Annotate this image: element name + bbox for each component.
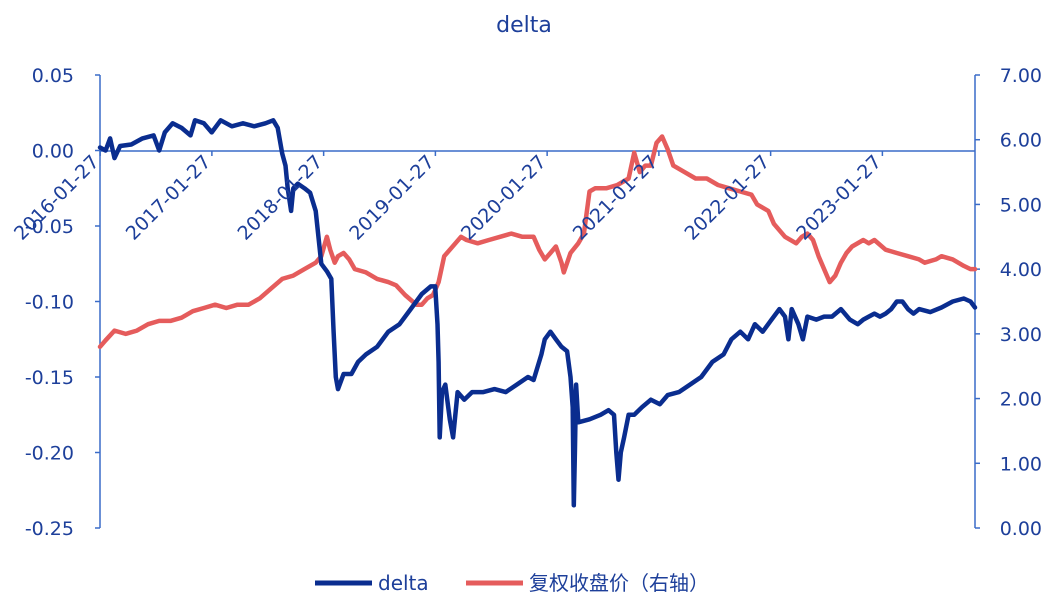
right-y-tick-label: 3.00 [1000,324,1042,346]
x-tick-label: 2022-01-27 [681,151,775,245]
right-y-tick-label: 5.00 [1000,194,1042,216]
right-y-tick-label: 2.00 [1000,389,1042,411]
right-y-tick-label: 0.00 [1000,518,1042,540]
axes-layer: 0.05 0.00 -0.05 -0.10 -0.15 -0.20 -0.25 7.00 6.0… [25,65,1042,540]
x-tick-label: 2020-01-27 [457,151,551,245]
legend: delta 复权收盘价（右轴） [315,571,709,595]
right-y-tick-label: 1.00 [1000,453,1042,475]
left-y-tick-label: -0.20 [25,443,74,465]
legend-label-delta: delta [378,571,429,595]
right-y-tick-label: 6.00 [1000,130,1042,152]
left-y-tick-label: 0.05 [32,65,74,87]
x-tick-label: 2017-01-27 [122,151,216,245]
chart-title: delta [496,13,552,38]
right-y-tick-label: 7.00 [1000,65,1042,87]
left-y-tick-label: -0.10 [25,292,74,314]
right-y-tick-label: 4.00 [1000,259,1042,281]
series-line-delta [97,118,978,508]
series-layer [97,118,978,508]
x-tick-label: 2021-01-27 [569,151,663,245]
left-y-tick-label: -0.05 [25,216,74,238]
left-y-tick-label: 0.00 [32,141,74,163]
series-line-price [97,134,978,350]
legend-label-price: 复权收盘价（右轴） [529,571,709,595]
left-y-tick-label: -0.25 [25,518,74,540]
left-y-tick-label: -0.15 [25,367,74,389]
x-tick-label: 2023-01-27 [792,151,886,245]
x-tick-label: 2019-01-27 [345,151,439,245]
